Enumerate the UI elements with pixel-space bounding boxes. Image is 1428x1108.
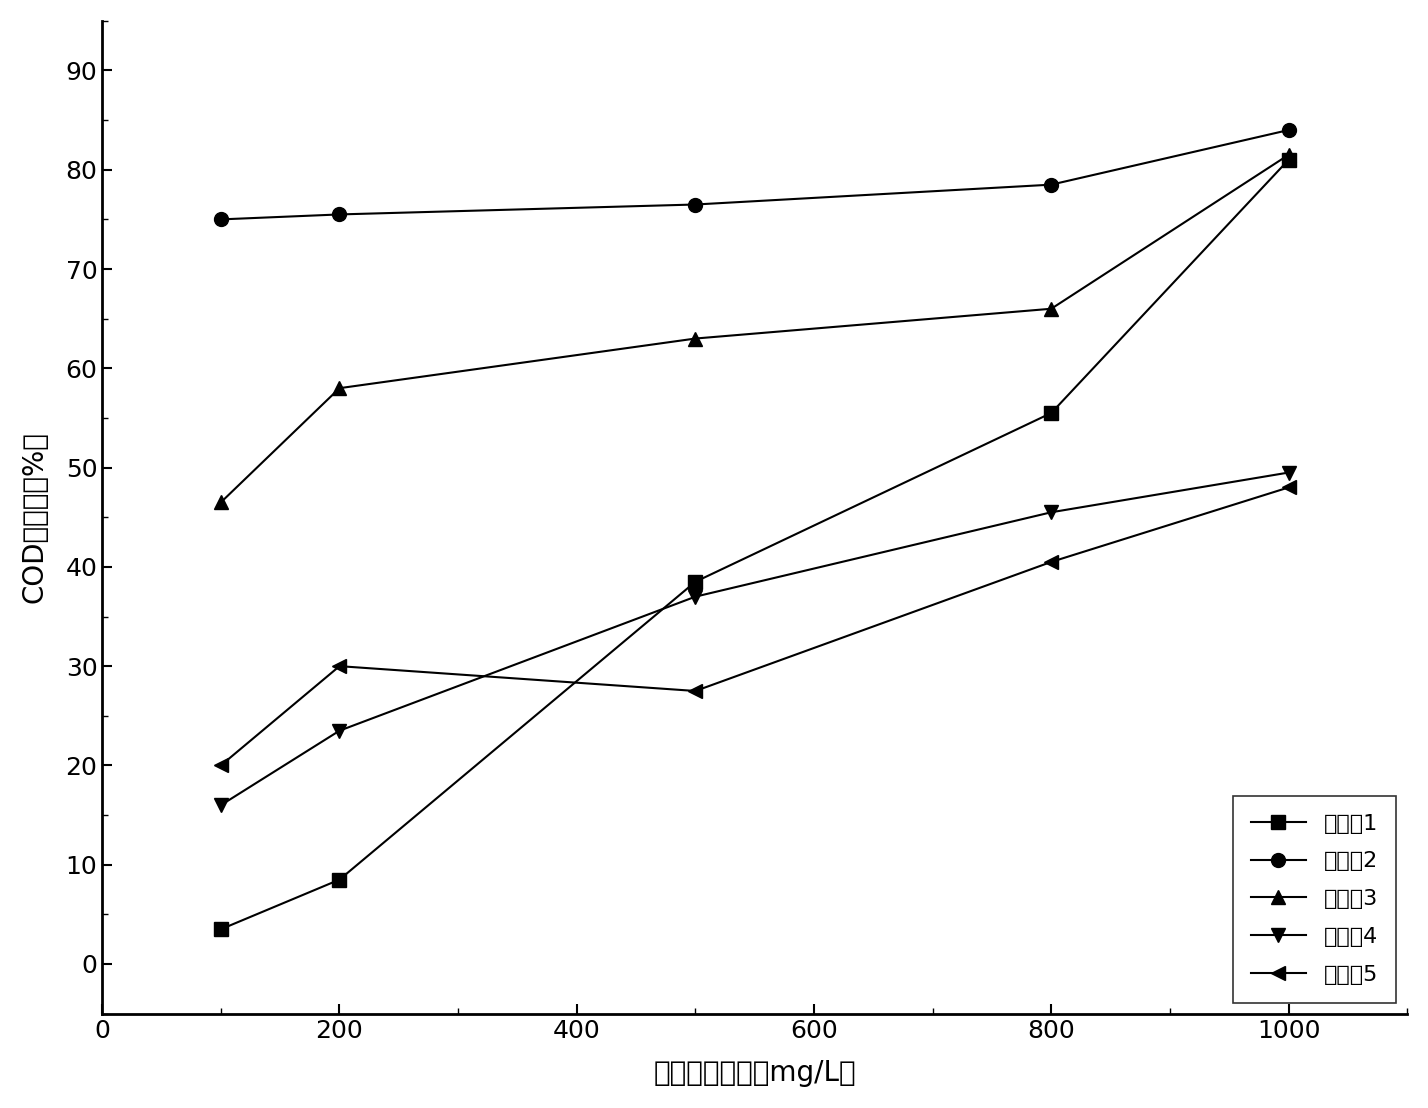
- 实验组5: [213, 759, 230, 772]
- Line: 实验组5: 实验组5: [214, 481, 1295, 772]
- 实验组1: [331, 873, 348, 886]
- X-axis label: 絮凝剂投加量（mg/L）: 絮凝剂投加量（mg/L）: [654, 1059, 855, 1087]
- 实验组1: [1042, 407, 1060, 420]
- 实验组1: [213, 923, 230, 936]
- 实验组4: [1279, 465, 1297, 479]
- Y-axis label: COD去除率（%）: COD去除率（%）: [21, 431, 49, 603]
- 实验组4: [213, 799, 230, 812]
- 实验组4: [687, 591, 704, 604]
- 实验组3: [1042, 302, 1060, 316]
- 实验组2: [687, 198, 704, 212]
- 实验组1: [687, 575, 704, 588]
- 实验组3: [331, 381, 348, 394]
- 实验组2: [1279, 123, 1297, 136]
- 实验组5: [1042, 555, 1060, 568]
- 实验组5: [331, 659, 348, 673]
- 实验组2: [331, 208, 348, 222]
- 实验组4: [1042, 505, 1060, 519]
- 实验组5: [1279, 481, 1297, 494]
- Legend: 实验组1, 实验组2, 实验组3, 实验组4, 实验组5: 实验组1, 实验组2, 实验组3, 实验组4, 实验组5: [1232, 796, 1397, 1003]
- Line: 实验组1: 实验组1: [214, 153, 1295, 936]
- 实验组5: [687, 685, 704, 698]
- 实验组3: [1279, 148, 1297, 162]
- 实验组3: [687, 332, 704, 346]
- Line: 实验组3: 实验组3: [214, 147, 1295, 510]
- 实验组2: [213, 213, 230, 226]
- Line: 实验组4: 实验组4: [214, 465, 1295, 812]
- 实验组3: [213, 495, 230, 509]
- 实验组1: [1279, 153, 1297, 166]
- Line: 实验组2: 实验组2: [214, 123, 1295, 226]
- 实验组2: [1042, 178, 1060, 192]
- 实验组4: [331, 724, 348, 737]
